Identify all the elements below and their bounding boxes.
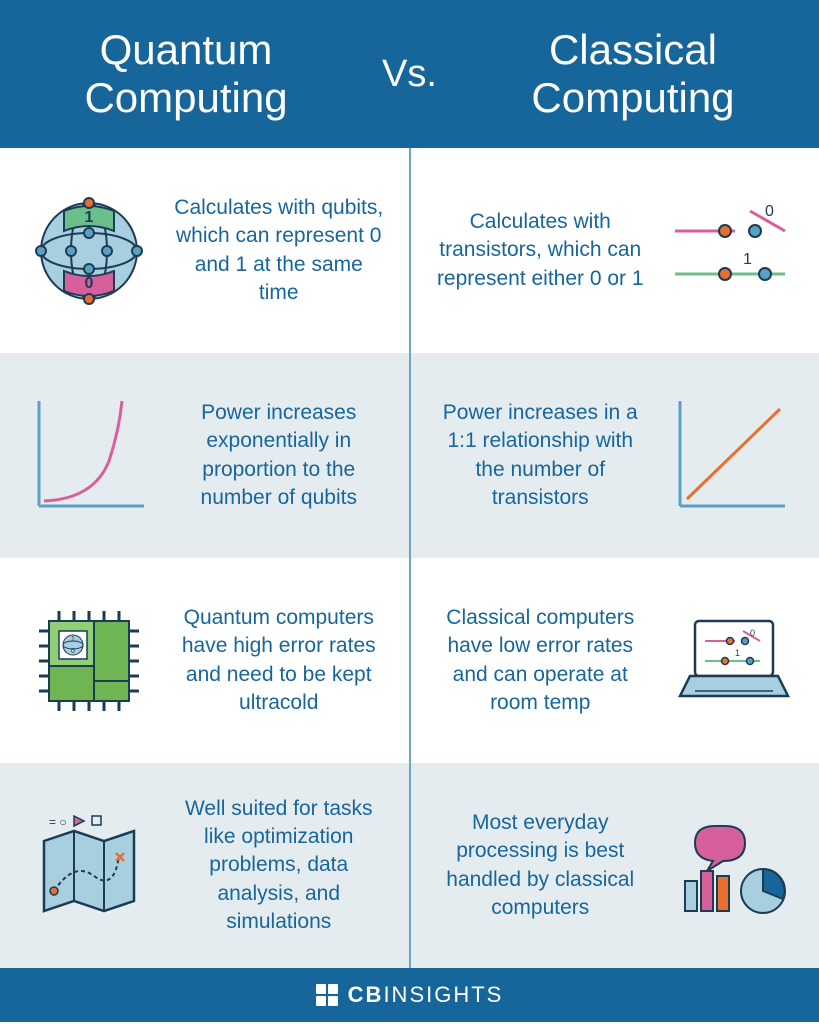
cell-1-left: 1 0 Calculates with qubits, which can re… [0,148,410,353]
footer: CBINSIGHTS [0,968,819,1022]
laptop-icon: 0 1 [665,596,795,726]
cell-3-left-text: Quantum computers have high error rates … [172,604,386,717]
header-right-title: ClassicalComputing [447,26,819,123]
header-vs: Vs. [372,53,447,96]
cell-4-left-text: Well suited for tasks like optimization … [172,795,386,937]
svg-text:1: 1 [743,251,752,268]
logo-icon [316,984,338,1006]
svg-text:1: 1 [735,648,740,658]
infographic-container: QuantumComputing Vs. ClassicalComputing … [0,0,819,1022]
map-route-icon: = ○ [24,801,154,931]
svg-text:0: 0 [71,648,75,655]
exp-curve-icon [24,391,154,521]
cell-1-right-text: Calculates with transistors, which can r… [434,208,648,293]
header-left-title: QuantumComputing [0,26,372,123]
cell-3-left: 1 0 Quantum computers have high error ra… [0,558,410,763]
transistor-switch-icon: 0 1 [665,186,795,316]
quantum-chip-icon: 1 0 [24,596,154,726]
footer-brand-bold: CB [348,982,384,1007]
cell-2-right: Power increases in a 1:1 relationship wi… [410,353,819,558]
svg-text:0: 0 [750,628,755,638]
cell-4-right: Most everyday processing is best handled… [410,763,819,968]
cell-1-right: Calculates with transistors, which can r… [410,148,819,353]
cell-2-right-text: Power increases in a 1:1 relationship wi… [434,399,648,512]
svg-text:1: 1 [85,209,94,226]
rows-container: 1 0 Calculates with qubits, which can re… [0,148,819,968]
svg-text:0: 0 [85,275,94,292]
svg-text:= ○: = ○ [49,815,67,829]
footer-brand-light: INSIGHTS [383,982,503,1007]
header: QuantumComputing Vs. ClassicalComputing [0,0,819,148]
cell-4-right-text: Most everyday processing is best handled… [434,809,648,922]
cell-4-left: = ○ Well suited for tasks like optimizat… [0,763,410,968]
cell-1-left-text: Calculates with qubits, which can repres… [172,194,386,307]
svg-text:0: 0 [765,203,774,220]
charts-bubble-icon [665,801,795,931]
cell-2-left: Power increases exponentially in proport… [0,353,410,558]
cell-2-left-text: Power increases exponentially in proport… [172,399,386,512]
cell-3-right-text: Classical computers have low error rates… [434,604,648,717]
linear-curve-icon [665,391,795,521]
qubit-sphere-icon: 1 0 [24,186,154,316]
svg-text:1: 1 [71,636,75,643]
center-divider [409,148,411,968]
cell-3-right: Classical computers have low error rates… [410,558,819,763]
